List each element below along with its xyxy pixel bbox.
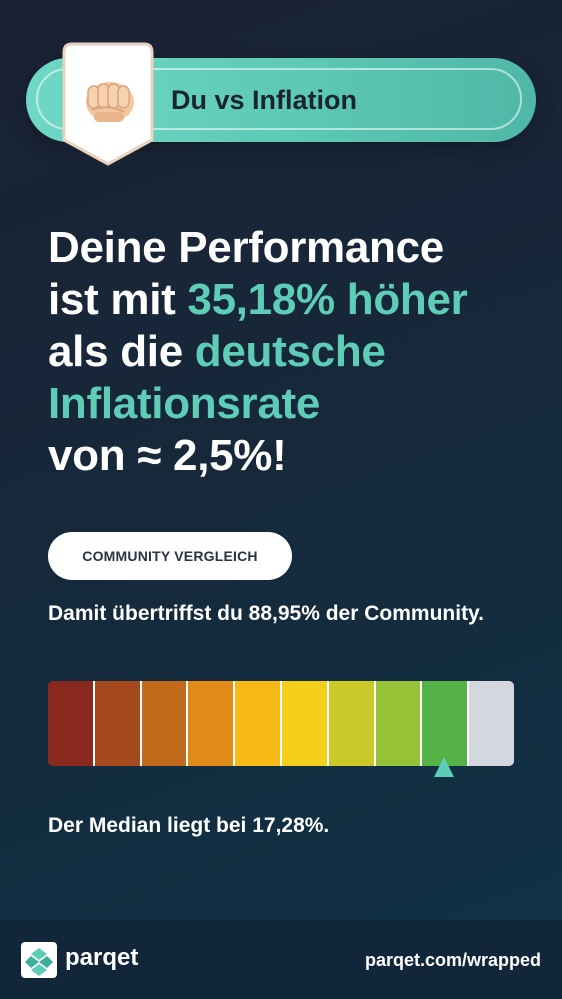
footer: parqet parqet.com/wrapped [0,920,562,999]
headline-line-3: als die deutsche [48,326,548,378]
performance-headline: Deine Performance ist mit 35,18% höher a… [48,222,548,482]
performance-value: 35,18% höher [187,275,468,324]
community-description: Damit übertriffst du 88,95% der Communit… [48,602,485,625]
scale-segment [469,681,514,766]
headline-accent-deutsche: deutsche [194,327,386,376]
scale-segment [328,681,376,766]
community-chip: COMMUNITY VERGLEICH [48,532,292,580]
headline-line-2-prefix: ist mit [48,275,188,324]
scale-segment [94,681,142,766]
parqet-logo-icon [21,942,57,978]
fist-badge [62,42,154,166]
headline-line-5: von ≈ 2,5%! [48,431,287,480]
scale-segment [235,681,282,766]
scale-segment [281,681,329,766]
median-text: Der Median liegt bei 17,28%. [48,814,330,837]
scale-segment [48,681,95,766]
scale-segment [422,681,470,766]
header-title: Du vs Inflation [171,85,358,115]
percentile-marker [434,757,455,777]
header-pill-border [36,68,522,130]
scale-segment [375,681,423,766]
brand-name: parqet [65,944,139,971]
percentile-scale [48,681,514,766]
scale-segment [141,681,189,766]
fist-icon [80,74,136,126]
scale-segment [188,681,236,766]
headline-line-1: Deine Performance [48,223,444,272]
headline-line-2: ist mit 35,18% höher [48,274,548,326]
wrapped-link[interactable]: parqet.com/wrapped [364,950,541,970]
headline-line-4: Inflationsrate [48,379,321,428]
headline-line-3-prefix: als die [48,327,195,376]
